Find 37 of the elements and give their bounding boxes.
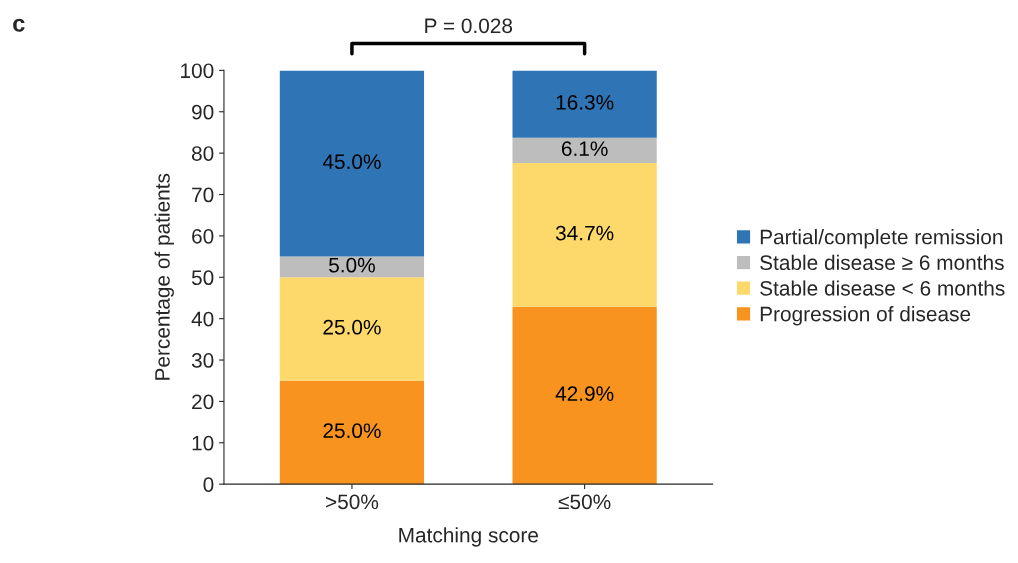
bar [512, 70, 657, 138]
legend-label: Stable disease < 6 months [760, 280, 1005, 296]
y-tick-label: 0 [203, 477, 214, 492]
y-tick-label: 10 [192, 435, 214, 451]
data-label: 42.9% [555, 386, 614, 402]
data-label: 25.0% [323, 319, 381, 335]
y-tick-label: 40 [191, 311, 214, 327]
y-tick-label: 20 [192, 394, 214, 410]
data-label: 16.3% [556, 94, 614, 110]
y-tick-label: 30 [191, 353, 214, 368]
y-tick-label: 50 [191, 270, 214, 286]
text: P = 0.028 [425, 18, 513, 34]
y-tick-label: 90 [192, 104, 214, 120]
y-tick-label: 60 [192, 228, 214, 244]
bar [279, 380, 425, 485]
bar [279, 70, 425, 257]
data-label: 34.7% [555, 225, 614, 241]
text: c [13, 18, 25, 32]
bar [512, 163, 657, 307]
legend-label: Progression of disease [760, 306, 971, 326]
data-label: 45.0% [322, 154, 381, 170]
bar [279, 256, 425, 278]
data-label: 25.0% [323, 423, 381, 439]
x-axis-title: Matching score [399, 527, 538, 547]
legend-label: Stable disease ≥ 6 months [760, 254, 1004, 271]
data-label: 5.0% [329, 257, 375, 273]
legend-label: Partial/complete remission [760, 229, 1003, 249]
bar [512, 137, 657, 164]
x-tick-label: >50% [326, 494, 379, 510]
bar [512, 306, 657, 485]
y-tick-label: 100 [181, 63, 214, 79]
y-tick-label: 80 [191, 146, 214, 161]
y-tick-label: 70 [192, 187, 214, 203]
y-axis-title: Percentage of patients [154, 173, 174, 380]
bar [279, 277, 425, 381]
x-tick-label: ≤50% [558, 494, 611, 510]
data-label: 6.1% [561, 141, 608, 157]
